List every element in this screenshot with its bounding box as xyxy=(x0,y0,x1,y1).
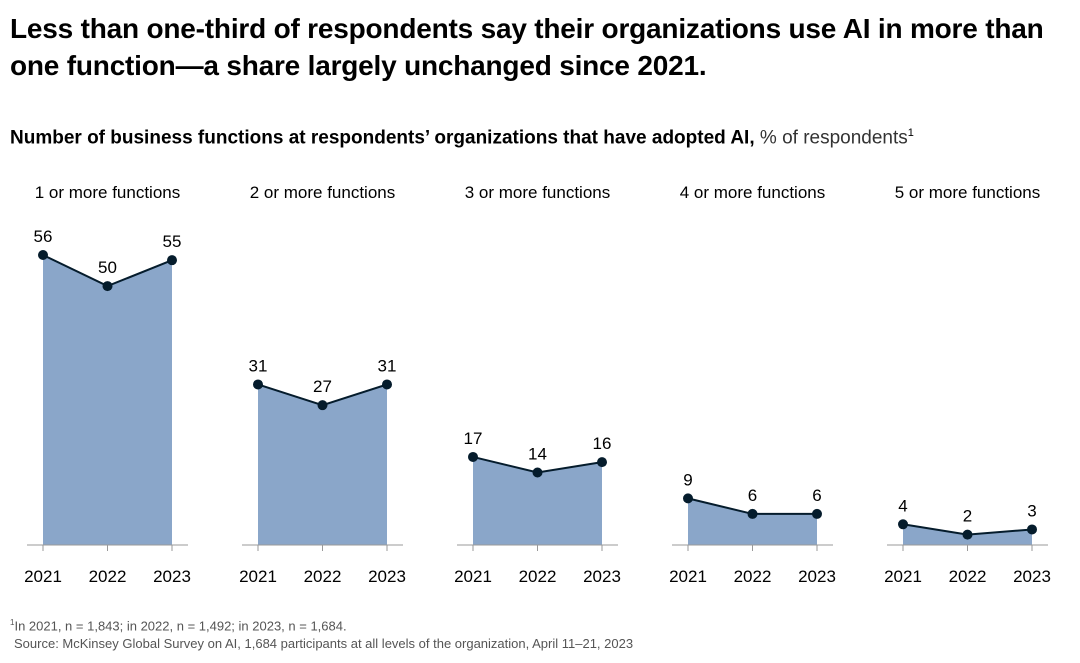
data-point xyxy=(102,281,113,292)
data-point xyxy=(812,508,822,519)
x-tick-label: 2022 xyxy=(519,567,557,586)
x-tick-label: 2023 xyxy=(798,567,836,586)
data-label: 31 xyxy=(378,356,397,375)
area-fill xyxy=(43,255,172,545)
source-note: Source: McKinsey Global Survey on AI, 1,… xyxy=(14,636,634,652)
data-label: 6 xyxy=(748,486,757,505)
data-label: 2 xyxy=(963,507,972,526)
subtitle-footnote-mark: 1 xyxy=(907,127,914,139)
data-point xyxy=(167,255,177,266)
data-label: 6 xyxy=(812,486,821,505)
data-label: 17 xyxy=(464,429,483,448)
data-point xyxy=(38,250,48,260)
data-point xyxy=(962,529,973,540)
small-multiples-area-chart: 1 or more functions 2021 2022 2023 56 50 55 2 o… xyxy=(24,183,1051,586)
panel-title: 3 or more functions xyxy=(465,183,611,202)
x-tick-label: 2021 xyxy=(669,567,707,586)
data-point xyxy=(532,467,543,478)
x-tick-label: 2022 xyxy=(734,567,772,586)
x-tick-label: 2021 xyxy=(454,567,492,586)
data-label: 55 xyxy=(163,232,182,251)
x-tick-label: 2023 xyxy=(153,567,191,586)
x-tick-label: 2021 xyxy=(884,567,922,586)
data-label: 31 xyxy=(249,356,268,375)
panel-title: 5 or more functions xyxy=(895,183,1041,202)
headline: Less than one-third of respondents say t… xyxy=(10,13,1044,81)
chart-notes: 1In 2021, n = 1,843; in 2022, n = 1,492;… xyxy=(10,614,633,653)
data-label: 9 xyxy=(683,470,692,489)
data-label: 3 xyxy=(1027,501,1036,520)
area-fill xyxy=(688,498,817,545)
data-point xyxy=(597,457,607,468)
x-tick-label: 2023 xyxy=(368,567,406,586)
data-point xyxy=(253,379,263,390)
data-point xyxy=(317,400,328,411)
chart-subtitle: Number of business functions at responde… xyxy=(10,120,1070,151)
data-point xyxy=(1027,524,1037,535)
x-tick-label: 2021 xyxy=(239,567,277,586)
data-label: 14 xyxy=(528,445,547,464)
data-point xyxy=(898,519,908,530)
panel-title: 4 or more functions xyxy=(680,183,826,202)
data-point xyxy=(747,508,758,519)
data-point xyxy=(683,493,693,504)
footnote-text: In 2021, n = 1,843; in 2022, n = 1,492; … xyxy=(14,618,347,634)
data-label: 56 xyxy=(34,227,53,246)
panel-title: 1 or more functions xyxy=(35,183,181,202)
x-tick-label: 2023 xyxy=(583,567,621,586)
panel-title: 2 or more functions xyxy=(250,183,396,202)
x-tick-label: 2022 xyxy=(304,567,342,586)
data-label: 4 xyxy=(898,496,907,515)
x-tick-label: 2023 xyxy=(1013,567,1051,586)
data-label: 27 xyxy=(313,377,332,396)
area-fill xyxy=(258,384,387,545)
subtitle-unit: % of respondents xyxy=(759,127,908,149)
data-label: 16 xyxy=(593,434,612,453)
x-tick-label: 2021 xyxy=(24,567,62,586)
data-point xyxy=(468,451,478,462)
data-point xyxy=(382,379,392,390)
x-tick-label: 2022 xyxy=(89,567,127,586)
subtitle-main: Number of business functions at responde… xyxy=(10,127,755,149)
x-tick-label: 2022 xyxy=(949,567,987,586)
area-fill xyxy=(473,456,602,545)
footnote: 1In 2021, n = 1,843; in 2022, n = 1,492;… xyxy=(10,614,633,635)
data-label: 50 xyxy=(98,258,117,277)
footnote-mark: 1 xyxy=(10,618,15,627)
